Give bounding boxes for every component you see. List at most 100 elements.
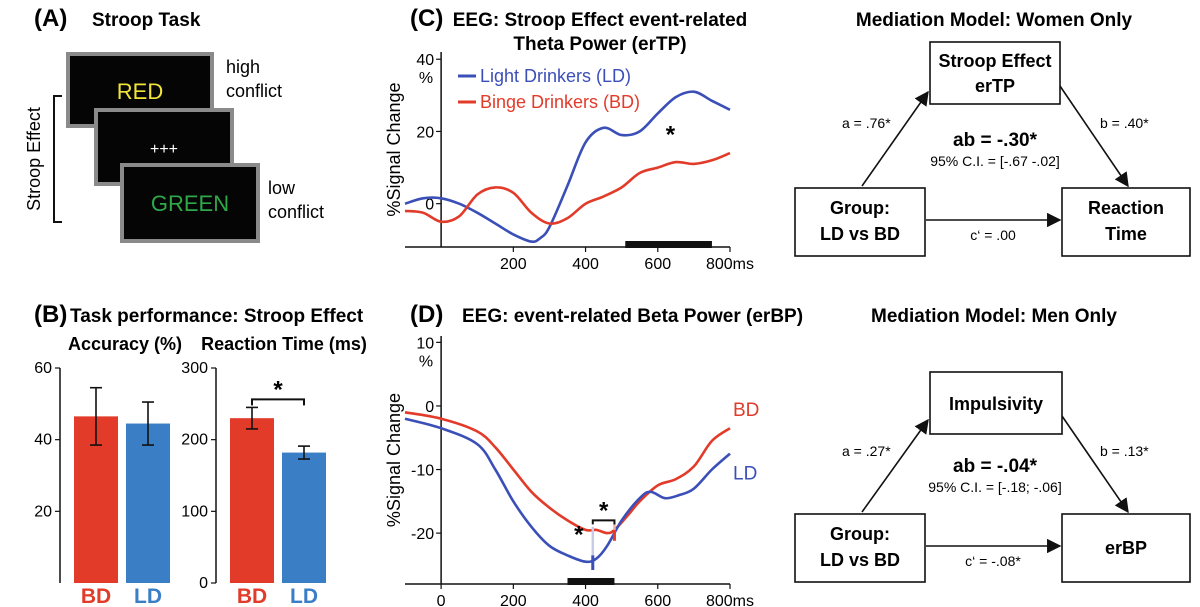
women-title: Mediation Model: Women Only [856,10,1133,31]
beta-chart: -20 -10 0 10% 0 200 400 600 800ms %Signal Change B… [384,335,759,607]
theta-xtick-label: 400 [572,256,599,273]
beta-ytick-label: 10 [416,335,434,352]
accuracy-ytick-label: 60 [34,360,52,377]
beta-xtick-label: 800ms [706,593,754,607]
stroop-bracket [53,95,62,223]
theta-xtick-label: 200 [500,256,527,273]
stroop-card-green [120,163,260,243]
beta-sig-window [567,578,615,585]
women-arrow-a [861,90,929,187]
men-arrow-b [1061,415,1129,514]
women-group-1: Group: [830,198,890,218]
panel-d: (D) EEG: event-related Beta Power (erBP)… [384,301,803,607]
beta-ytick-label: 0 [425,399,434,416]
beta-sig-star-amplitude: * [574,522,584,549]
men-path-c: c‘ = -.08* [965,553,1021,569]
men-path-b: b = .13* [1100,443,1149,459]
women-mediator-2: erTP [975,76,1015,96]
theta-title-1: EEG: Stroop Effect event-related [453,10,748,31]
theta-ytick-label: 40 [416,52,434,69]
men-ab: ab = -.04* [953,456,1038,477]
beta-xtick-label: 400 [572,593,599,607]
accuracy-category-label: LD [134,585,162,607]
men-outcome-box [1061,513,1191,583]
mediation-men: Mediation Model: Men Only Impulsivity Gr… [794,306,1191,583]
accuracy-title: Accuracy (%) [68,334,182,354]
women-group-2: LD vs BD [820,224,900,244]
beta-sig-star-latency: * [599,497,609,524]
men-group-1: Group: [830,524,890,544]
stroop-effect-label: Stroop Effect [24,107,44,211]
rt-category-label: BD [237,585,267,607]
theta-legend-bd: Binge Drinkers (BD) [480,92,640,112]
stroop-fixation: +++ [150,141,178,158]
women-mediator-1: Stroop Effect [938,51,1051,71]
men-path-a: a = .27* [842,443,891,459]
theta-xtick-label: 800ms [706,256,754,273]
beta-label-bd: BD [733,400,759,421]
high-label: high [226,57,260,77]
theta-series-line [404,90,731,244]
stroop-title: Stroop Task [92,10,201,31]
beta-xtick-label: 200 [500,593,527,607]
theta-series-line [404,151,731,225]
theta-title-2: Theta Power (erTP) [513,34,686,55]
women-arrow-b [1059,85,1129,188]
theta-ylabel: %Signal Change [384,82,404,216]
accuracy-ytick-label: 20 [34,503,52,520]
women-path-b: b = .40* [1100,115,1149,131]
men-group-box [794,513,926,583]
men-ci: 95% C.I. = [-.18; -.06] [928,479,1061,495]
panel-label-c: (C) [410,5,443,32]
men-title: Mediation Model: Men Only [871,306,1117,327]
women-outcome-2: Time [1105,224,1147,244]
beta-xtick-label: 600 [644,593,671,607]
accuracy-bar [126,423,170,583]
panel-a: (A) Stroop Task RED +++ GREEN high confl… [24,5,324,243]
men-group-2: LD vs BD [820,550,900,570]
high-conflict-label: conflict [226,81,282,101]
panel-label-d: (D) [410,301,443,328]
rt-bar [282,452,326,583]
women-ci: 95% C.I. = [-.67 -.02] [930,153,1060,169]
theta-y-unit: % [419,70,433,87]
panel-c: (C) EEG: Stroop Effect event-related The… [384,5,754,273]
theta-sig-star: * [666,121,676,148]
men-arrow-a [861,418,929,513]
panel-b: (B) Task performance: Stroop Effect Accu… [34,301,367,607]
men-outcome-1: erBP [1105,538,1147,558]
beta-ytick-label: -10 [411,463,434,480]
beta-label-ld: LD [733,464,757,485]
beta-series-line [404,411,731,535]
accuracy-ytick-label: 40 [34,432,52,449]
beta-sig-bracket [591,519,616,525]
beta-xtick-label: 0 [437,593,446,607]
rt-title: Reaction Time (ms) [201,334,367,354]
stroop-word-red: RED [117,79,163,104]
beta-ytick-label: -20 [411,526,434,543]
rt-bar [230,418,274,583]
women-ab: ab = -.30* [953,130,1038,151]
rt-sig-bracket [251,398,305,406]
low-conflict-label: conflict [268,202,324,222]
theta-ytick-label: 0 [425,197,434,214]
women-outcome-1: Reaction [1088,198,1164,218]
accuracy-chart: 20 40 60 BD LD [34,360,170,607]
beta-series-line [404,417,731,564]
theta-ytick-label: 20 [416,124,434,141]
rt-ytick-label: 0 [199,575,208,592]
low-label: low [268,178,296,198]
women-mediator-box [929,41,1061,105]
men-mediator-1: Impulsivity [949,394,1043,414]
men-mediator-box [929,371,1063,435]
rt-ytick-label: 300 [181,360,208,377]
rt-ytick-label: 100 [181,503,208,520]
rt-chart: 0 100 200 300 BD LD * [181,360,326,607]
women-outcome-box [1061,187,1191,257]
beta-y-unit: % [419,353,433,370]
women-group-box [794,187,926,257]
beta-ylabel: %Signal Change [384,393,404,527]
stroop-word-green: GREEN [151,191,229,216]
panel-label-b: (B) [34,301,67,328]
